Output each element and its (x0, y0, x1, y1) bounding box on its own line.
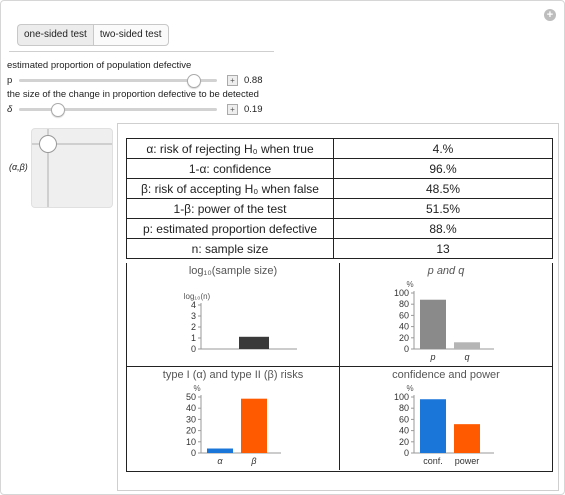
y-tick-label: 0 (191, 448, 196, 458)
x-tick-label: q (464, 352, 469, 362)
chart-log-sample-size: log₁₀(sample size) log₁₀(n) 0 1 2 3 4 (127, 263, 340, 367)
chart-risks: type I (α) and type II (β) risks % 0 10 20 3… (127, 367, 340, 470)
locator-handle[interactable] (39, 135, 57, 153)
delta-slider[interactable] (19, 102, 217, 117)
delta-slider-label: δ (7, 103, 13, 115)
chart-p-and-q: p and q % 0 20 40 60 80 100 p q (340, 263, 552, 367)
output-area: α: risk of rejecting H₀ when true 4.% 1-α:… (117, 123, 559, 491)
y-tick-label: 2 (191, 322, 196, 332)
statistics-table: α: risk of rejecting H₀ when true 4.% 1-α:… (126, 138, 553, 259)
p-slider-row: p + 0.88 (7, 73, 263, 88)
delta-plus-icon[interactable]: + (227, 103, 238, 115)
row-label: α: risk of rejecting H₀ when true (126, 138, 334, 159)
bar (241, 398, 267, 453)
table-row: α: risk of rejecting H₀ when true 4.% (126, 138, 553, 159)
p-plus-icon[interactable]: + (227, 74, 238, 86)
x-tick-label: power (455, 456, 480, 466)
y-tick-label: 20 (186, 426, 196, 436)
y-tick-label: 10 (186, 437, 196, 447)
y-tick-label: 100 (394, 288, 409, 298)
p-value: 0.88 (244, 74, 263, 86)
p-caption: estimated proportion of population defec… (7, 60, 192, 71)
delta-value: 0.19 (244, 103, 263, 115)
y-axis-label: % (406, 384, 413, 393)
y-tick-label: 20 (399, 437, 409, 447)
y-tick-label: 40 (399, 322, 409, 332)
y-tick-label: 60 (399, 310, 409, 320)
y-tick-label: 1 (191, 333, 196, 343)
locator-vertical-line (47, 129, 49, 207)
bar (454, 424, 480, 453)
delta-caption: the size of the change in proportion def… (7, 89, 259, 100)
chart-title: log₁₀(sample size) (188, 265, 278, 277)
test-type-toggle: one-sided test two-sided test (17, 24, 169, 46)
bar (454, 342, 480, 349)
row-value: 48.5% (333, 178, 553, 199)
y-tick-label: 0 (404, 448, 409, 458)
y-tick-label: 80 (399, 299, 409, 309)
y-axis-label: % (406, 280, 413, 289)
y-tick-label: 50 (186, 392, 196, 402)
row-label: 1-β: power of the test (126, 198, 334, 219)
table-row: β: risk of accepting H₀ when false 48.5% (126, 178, 553, 199)
row-value: 4.% (333, 138, 553, 159)
row-label: p: estimated proportion defective (126, 218, 334, 239)
row-value: 51.5% (333, 198, 553, 219)
y-axis-label: % (193, 384, 200, 393)
x-tick-label: β (250, 456, 256, 466)
table-row: 1-α: confidence 96.% (126, 158, 553, 179)
y-tick-label: 40 (399, 426, 409, 436)
locator-horizontal-line (32, 143, 112, 145)
row-label: 1-α: confidence (126, 158, 334, 179)
y-tick-label: 3 (191, 311, 196, 321)
chart-confidence-power: confidence and power % 0 20 40 60 80 100 conf. p… (340, 367, 552, 470)
table-row: 1-β: power of the test 51.5% (126, 198, 553, 219)
p-slider-label: p (7, 74, 13, 86)
charts-grid: log₁₀(sample size) log₁₀(n) 0 1 2 3 4 p and q… (126, 263, 553, 472)
y-tick-label: 60 (399, 414, 409, 424)
bar (420, 399, 446, 453)
y-tick-label: 0 (191, 344, 196, 354)
row-label: β: risk of accepting H₀ when false (126, 178, 334, 199)
y-tick-label: 4 (191, 300, 196, 310)
table-row: p: estimated proportion defective 88.% (126, 218, 553, 239)
x-tick-label: conf. (423, 456, 443, 466)
delta-slider-row: δ + 0.19 (7, 102, 263, 117)
y-tick-label: 20 (399, 333, 409, 343)
y-tick-label: 80 (399, 403, 409, 413)
chart-title: type I (α) and type II (β) risks (162, 369, 304, 381)
p-slider[interactable] (19, 73, 217, 88)
one-sided-test-button[interactable]: one-sided test (17, 24, 93, 46)
y-tick-label: 100 (394, 392, 409, 402)
x-tick-label: α (217, 456, 223, 466)
row-value: 96.% (333, 158, 553, 179)
y-tick-label: 30 (186, 414, 196, 424)
y-axis-label: log₁₀(n) (184, 292, 211, 301)
y-tick-label: 40 (186, 403, 196, 413)
expand-plus-icon[interactable]: + (544, 9, 556, 21)
table-row: n: sample size 13 (126, 238, 553, 259)
locator-label: (α,β) (9, 162, 28, 172)
chart-title: p and q (427, 265, 465, 277)
row-value: 88.% (333, 218, 553, 239)
bar (420, 299, 446, 349)
x-tick-label: p (429, 352, 435, 362)
p-slider-thumb[interactable] (187, 73, 202, 88)
two-sided-test-button[interactable]: two-sided test (92, 24, 169, 46)
chart-title: confidence and power (392, 369, 500, 381)
row-value: 13 (333, 238, 553, 259)
row-label: n: sample size (126, 238, 334, 259)
divider (9, 51, 274, 52)
bar (207, 448, 233, 453)
alpha-beta-locator-pad[interactable] (31, 128, 113, 208)
bar (239, 336, 269, 349)
y-tick-label: 0 (404, 344, 409, 354)
delta-slider-thumb[interactable] (50, 102, 65, 117)
